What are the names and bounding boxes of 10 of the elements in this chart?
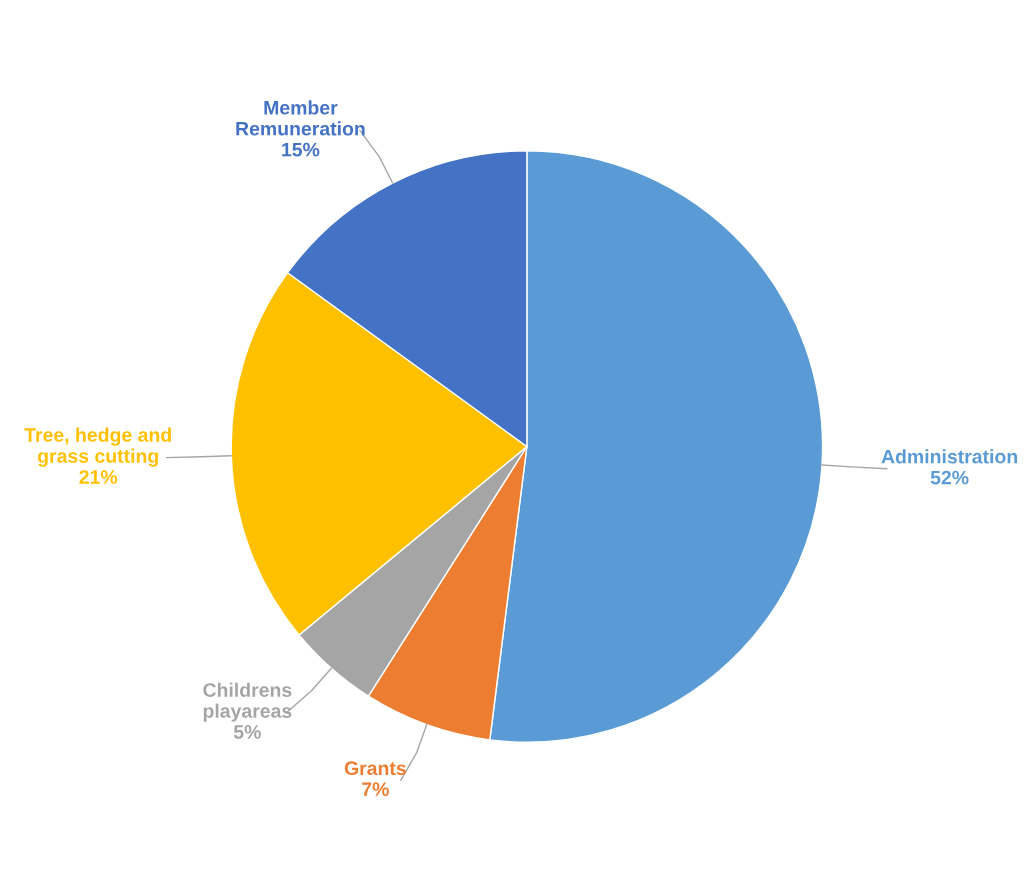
data-label: 21% <box>79 470 118 484</box>
slice-label: Childrens playareas <box>203 682 292 722</box>
data-label: 5% <box>233 725 261 739</box>
slice-label: Member Remuneration <box>236 100 365 136</box>
slice-label: Tree, hedge and grass cutting <box>24 427 171 467</box>
data-label: 52% <box>930 470 969 485</box>
slice-label: Grants <box>344 761 406 776</box>
data-label: 7% <box>362 782 389 797</box>
data-label: 15% <box>282 142 320 157</box>
slice-label: Administration <box>881 449 1017 464</box>
